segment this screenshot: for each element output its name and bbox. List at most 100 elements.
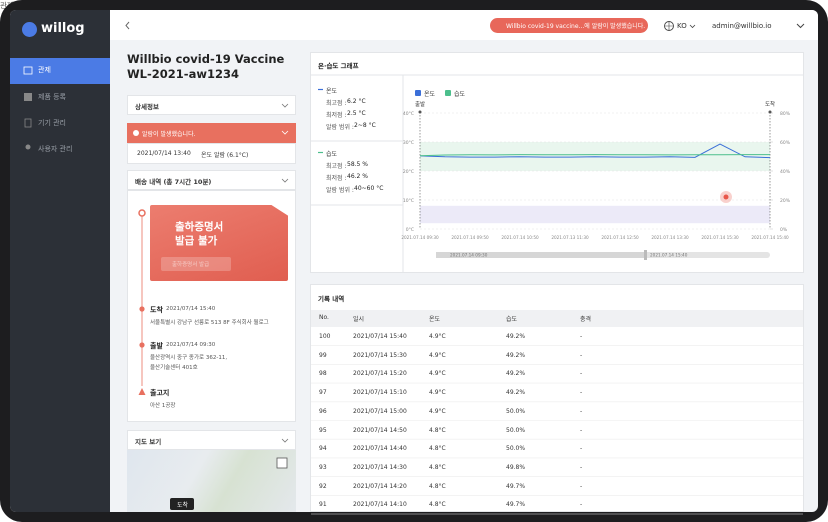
cell: 49.7% (506, 482, 526, 490)
stat-label: 최고점 : (326, 100, 347, 107)
legend-label: 습도 (454, 91, 466, 98)
cell: - (580, 407, 583, 415)
cell: 2021/07/14 14:40 (353, 445, 407, 453)
cell: 49.2% (506, 333, 526, 340)
cell: - (580, 482, 583, 490)
column-header: 습도 (506, 316, 518, 323)
cell: 95 (319, 426, 327, 434)
event-address: 서울특별시 강남구 선릉로 513 8F 주식회사 윌로그 (150, 320, 269, 326)
alert-text: Willbio covid-19 vaccine...에 알람이 발생했습니다. (506, 23, 646, 30)
cell: 4.8°C (429, 445, 446, 453)
cell: 99 (319, 351, 327, 359)
cell: 49.8% (506, 463, 526, 471)
stat-value: 2~8 °C (354, 122, 376, 129)
language[interactable]: KO (677, 22, 687, 30)
cell: 2021/07/14 14:10 (353, 501, 407, 509)
records-header (311, 310, 803, 327)
stat-name: 온도 (326, 88, 338, 95)
cell: 50.0% (506, 445, 526, 453)
cell: 91 (319, 501, 327, 509)
cell: 2021/07/14 14:20 (353, 482, 407, 490)
alarm-message: 온도 알람 (6.1°C) (201, 152, 249, 159)
cell: 2021/07/14 15:40 (353, 333, 407, 340)
event-label: 출고지 (150, 389, 170, 397)
cell: 49.2% (506, 370, 526, 378)
cell: 49.2% (506, 351, 526, 359)
menu-icon (25, 144, 31, 150)
cell: - (580, 426, 583, 434)
menu-item[interactable]: 기기 관리 (38, 119, 66, 127)
menu-icon (24, 118, 32, 128)
certificate-card (150, 205, 288, 281)
logo-icon (22, 22, 37, 37)
map-header (127, 430, 296, 450)
alarm-header (127, 123, 296, 143)
menu-item[interactable]: 사용자 관리 (38, 145, 73, 153)
stat-label: 알람 범위 : (326, 124, 354, 131)
column-header: No. (319, 314, 329, 321)
cell: - (580, 389, 583, 397)
stat-label: 최저점 : (326, 175, 347, 182)
stat-label: 최고점 : (326, 163, 347, 170)
cell: 4.9°C (429, 333, 446, 340)
user-chevron[interactable] (796, 23, 805, 29)
cell: 100 (319, 333, 331, 340)
cell: 4.8°C (429, 482, 446, 490)
user[interactable]: admin@willbio.io (712, 22, 772, 30)
cell: - (580, 463, 583, 471)
cell: 94 (319, 445, 327, 453)
cell: 2021/07/14 15:00 (353, 407, 407, 415)
event-time: 2021/07/14 15:40 (166, 306, 216, 312)
menu-item[interactable]: 제품 등록 (38, 93, 66, 101)
stat-name: 습도 (326, 151, 338, 158)
lang-chevron[interactable] (689, 24, 696, 29)
alarm-title: 알람이 발생했습니다. (142, 131, 196, 138)
event-address: 울산기술센터 401호 (150, 365, 198, 371)
cell: 93 (319, 463, 327, 471)
column-header: 일시 (353, 316, 365, 323)
map (127, 450, 296, 512)
shipping-header (127, 170, 296, 190)
back-icon[interactable] (125, 21, 130, 30)
stat-value: 2.5 °C (347, 110, 366, 117)
event-address: 아산 1공장 (150, 403, 176, 409)
map-marker[interactable] (170, 498, 194, 510)
menu-active[interactable] (10, 58, 110, 84)
stat-label: 알람 범위 : (326, 187, 354, 194)
cell: 2021/07/14 14:50 (353, 426, 407, 434)
product-title: WL-2021-aw1234 (127, 67, 239, 81)
menu-icon (24, 93, 32, 101)
stat-value: 40~60 °C (354, 185, 384, 192)
column-header: 온도 (429, 316, 441, 323)
cell: - (580, 501, 583, 509)
stat-value: 58.5 % (347, 161, 368, 168)
cell: 49.2% (506, 389, 526, 397)
certificate-button-text: 출하증명서 발급 (172, 262, 210, 268)
cell: 4.9°C (429, 370, 446, 378)
cell: 4.8°C (429, 501, 446, 509)
stat-value: 46.2 % (347, 173, 368, 180)
event-address: 울산광역시 중구 종가로 362-11, (150, 355, 228, 361)
cell: 4.9°C (429, 407, 446, 415)
certificate-text: 출하증명서 (175, 221, 224, 233)
cell: 49.7% (506, 501, 526, 509)
chart-panel (310, 52, 804, 273)
cell: 4.8°C (429, 426, 446, 434)
cell: 98 (319, 370, 327, 378)
cell: 96 (319, 407, 327, 415)
cell: 2021/07/14 14:30 (353, 463, 407, 471)
alert-pill[interactable] (490, 18, 648, 33)
map-marker-text: 도착 (177, 502, 189, 509)
cell: 2021/07/14 15:10 (353, 389, 407, 397)
event-time: 2021/07/14 09:30 (166, 342, 216, 348)
menu-icon (23, 66, 33, 75)
cell: 92 (319, 482, 327, 490)
records-title: 기록 내역 (318, 295, 345, 303)
certificate-button[interactable] (161, 257, 231, 271)
column-header: 충격 (580, 316, 592, 323)
menu-item[interactable]: 관제 (38, 66, 51, 74)
details-panel (127, 95, 296, 115)
stat-label: 최저점 : (326, 112, 347, 119)
cell: 50.0% (506, 407, 526, 415)
